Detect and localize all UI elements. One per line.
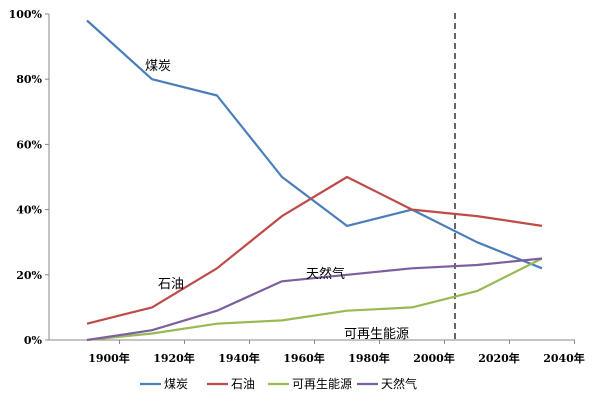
series-line-1 [86, 175, 543, 325]
y-tick-label: 20% [16, 269, 42, 282]
x-tick-label: 1940年 [218, 351, 260, 365]
x-tick-label: 1980年 [348, 351, 390, 365]
legend-label: 石油 [231, 377, 255, 391]
series-line-3 [86, 257, 543, 342]
axes [45, 13, 575, 344]
x-tick-label: 2020年 [478, 351, 520, 365]
series-line-0 [86, 19, 543, 270]
x-tick-label: 2000年 [413, 351, 455, 365]
series-annotation: 天然气 [306, 266, 345, 282]
y-tick-label: 80% [16, 73, 42, 86]
x-tick-label: 1920年 [153, 351, 195, 365]
legend-label: 可再生能源 [292, 377, 352, 391]
series-annotation: 煤炭 [145, 59, 171, 74]
legend-label: 煤炭 [164, 377, 188, 391]
y-tick-label: 40% [16, 204, 42, 217]
y-tick-label: 0% [24, 334, 43, 347]
x-tick-label: 1900年 [88, 351, 130, 365]
series-annotation: 石油 [158, 277, 184, 292]
x-tick-labels: 1900年 1920年 1940年 1960年 1980年 2000年 2020年 2040年 [88, 351, 585, 365]
series-lines [86, 19, 543, 342]
x-tick-label: 1960年 [283, 351, 325, 365]
series-annotation: 可再生能源 [344, 327, 409, 342]
y-tick-label: 60% [16, 138, 42, 151]
x-tick-label: 2040年 [543, 351, 585, 365]
series-line-2 [86, 257, 543, 342]
y-tick-label: 100% [9, 8, 43, 21]
legend: 煤炭 石油 可再生能源 天然气 [140, 376, 417, 391]
legend-label: 天然气 [381, 376, 417, 391]
y-tick-labels: 0% 20% 40% 60% 80% 100% [9, 8, 43, 347]
